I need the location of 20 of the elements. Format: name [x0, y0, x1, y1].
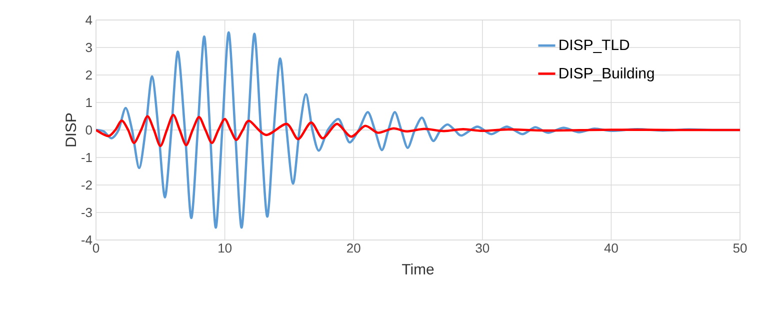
y-tick-label: 0	[86, 125, 92, 135]
x-tick-label: 50	[733, 244, 747, 253]
y-tick-label: -3	[82, 208, 92, 218]
y-axis-title: DISP	[66, 113, 76, 146]
legend-label: DISP_TLD	[560, 40, 630, 53]
x-tick-label: 0	[92, 244, 100, 253]
y-tick-label: 2	[86, 70, 92, 80]
y-tick-label: -2	[82, 180, 92, 190]
y-tick-label: 3	[86, 42, 92, 52]
x-axis-title: Time	[402, 264, 434, 274]
x-tick-label: 30	[476, 244, 490, 253]
y-tick-label: -1	[82, 153, 92, 162]
y-tick-label: 4	[86, 16, 92, 24]
x-tick-label: 40	[604, 244, 618, 253]
x-tick-label: 10	[218, 244, 232, 253]
y-tick-label: 1	[86, 98, 92, 107]
legend-label: DISP_Building	[560, 68, 654, 82]
y-tick-label: -4	[82, 236, 92, 244]
x-tick-label: 20	[347, 244, 360, 253]
line-series	[96, 114, 740, 148]
